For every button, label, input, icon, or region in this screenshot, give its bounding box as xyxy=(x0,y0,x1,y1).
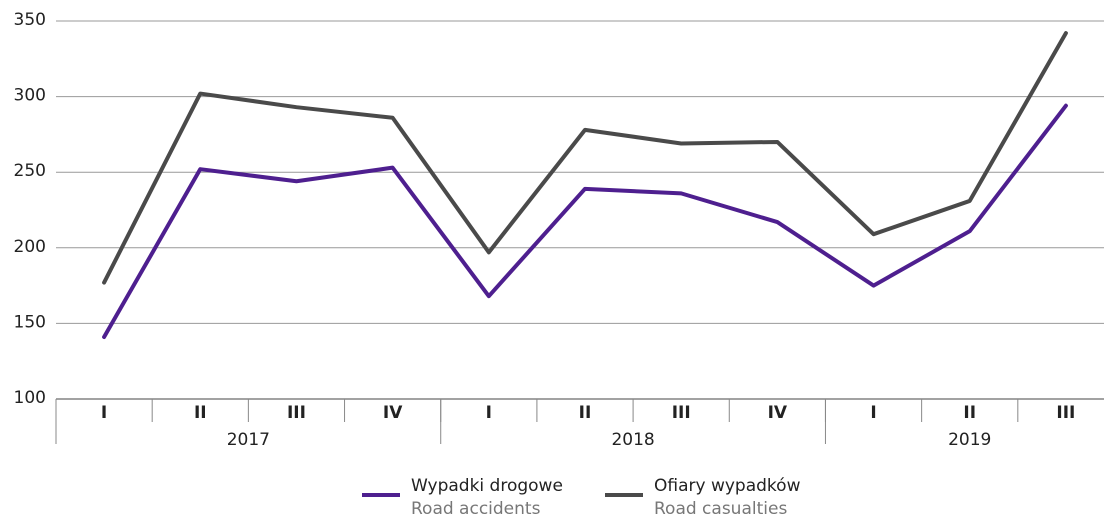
x-tick-label: I xyxy=(101,403,107,423)
y-tick-label: 100 xyxy=(14,388,46,408)
y-tick-label: 200 xyxy=(14,237,46,257)
x-tick-label: II xyxy=(194,403,207,423)
legend-label-en: Road casualties xyxy=(654,499,787,517)
y-tick-label: 150 xyxy=(14,312,46,332)
series-line xyxy=(102,31,1068,285)
group-label: 2019 xyxy=(948,430,991,450)
y-tick-label: 350 xyxy=(14,10,46,30)
legend-label: Ofiary wypadków xyxy=(654,476,801,496)
x-tick-label: III xyxy=(1056,403,1075,423)
x-tick-label: III xyxy=(672,403,691,423)
x-tick-label: II xyxy=(579,403,592,423)
x-tick-label: I xyxy=(870,403,876,423)
x-tick-label: III xyxy=(287,403,306,423)
legend-label-en: Road accidents xyxy=(411,499,541,517)
x-tick-label: IV xyxy=(383,403,403,423)
x-tick-label: I xyxy=(486,403,492,423)
legend-label: Wypadki drogowe xyxy=(411,476,563,496)
group-label: 2017 xyxy=(227,430,270,450)
group-label: 2018 xyxy=(611,430,654,450)
y-tick-label: 250 xyxy=(14,161,46,181)
series-line xyxy=(102,103,1068,340)
x-tick-label: II xyxy=(963,403,976,423)
y-tick-label: 300 xyxy=(14,86,46,106)
x-tick-label: IV xyxy=(768,403,788,423)
